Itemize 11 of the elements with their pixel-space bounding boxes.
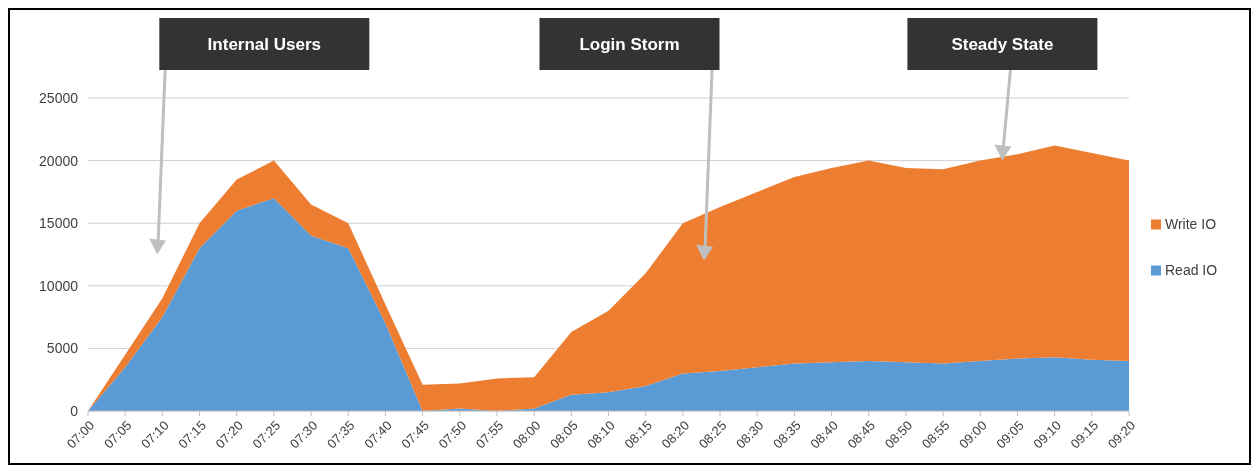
y-tick-label: 25000 xyxy=(39,89,79,106)
y-tick-label: 5000 xyxy=(46,340,79,357)
legend-label: Write IO xyxy=(1165,216,1217,233)
text: Internal Users xyxy=(207,34,322,54)
text: Login Storm xyxy=(579,34,680,54)
legend-label: Read IO xyxy=(1165,262,1218,279)
y-tick-label: 20000 xyxy=(39,152,79,169)
y-tick-label: 15000 xyxy=(39,215,79,232)
y-tick-label: 10000 xyxy=(39,277,79,294)
text: Steady State xyxy=(951,34,1054,54)
y-tick-label: 0 xyxy=(70,402,79,419)
